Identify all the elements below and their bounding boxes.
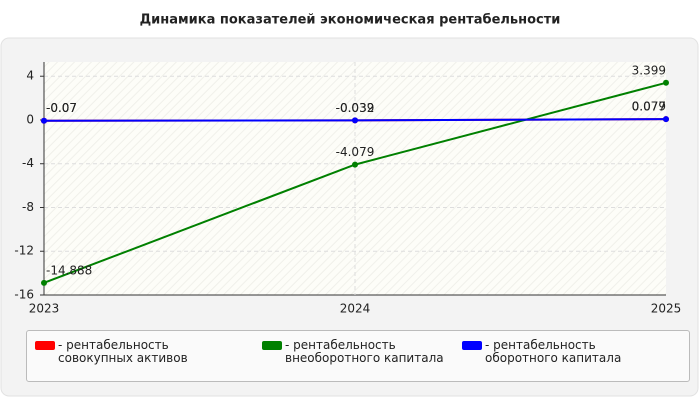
legend-item: - рентабельность совокупных активов [35,339,243,365]
data-label: -0.039 [336,101,375,115]
legend-swatch [462,341,482,350]
legend: - рентабельность совокупных активов - рен… [26,330,690,382]
data-label: -14.888 [46,263,92,277]
data-label: 3.399 [632,63,666,77]
chart-title: Динамика показателей экономическая рента… [140,13,561,28]
x-tick-label: 2023 [29,302,60,316]
legend-label: - рентабельность внеоборотного капитала [285,338,444,365]
point [41,279,47,286]
y-tick-label: 4 [26,69,34,83]
legend-label: - рентабельность совокупных активов [58,338,188,365]
y-tick-label: -8 [22,200,34,214]
data-label: -0.07 [46,101,77,115]
legend-swatch [262,341,282,350]
data-label: -4.079 [336,145,375,159]
point [352,117,358,124]
x-tick-label: 2024 [340,302,371,316]
y-tick-label: -12 [14,244,34,258]
y-tick-label: -16 [14,288,34,302]
y-tick-label: 0 [26,112,34,126]
legend-label: - рентабельность оборотного капитала [485,338,622,365]
y-tick-label: -4 [22,156,34,170]
data-label: -0.032 [336,101,375,115]
legend-item: - рентабельность внеоборотного капитала [262,339,470,365]
legend-swatch [35,341,55,350]
data-label: -0.07 [46,101,77,115]
x-tick-label: 2025 [651,302,682,316]
point [663,116,669,123]
point [41,117,47,124]
data-label: 0.079 [632,100,666,114]
data-label: 0.077 [632,100,666,114]
point [352,161,358,168]
legend-item: - рентабельность оборотного капитала [462,339,670,365]
point [663,79,669,86]
